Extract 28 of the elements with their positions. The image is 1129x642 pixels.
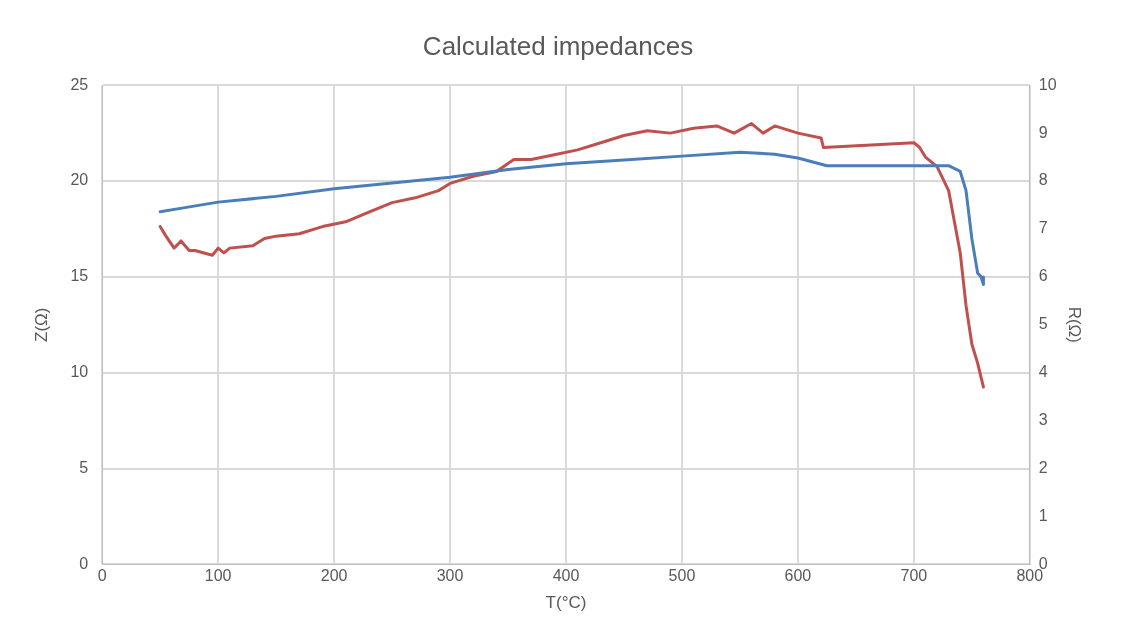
x-tick-label: 300	[436, 567, 464, 585]
y-tick-label: 10	[70, 363, 89, 381]
y-axis-title: Z(Ω)	[31, 307, 51, 343]
x-tick-label: 500	[668, 567, 696, 585]
x-tick-label: 700	[900, 567, 928, 585]
x-axis-title: T(°C)	[545, 593, 587, 613]
chart-title: Calculated impedances	[422, 30, 694, 61]
y2-axis-title: R(Ω)	[1065, 306, 1085, 343]
y2-tick-label: 6	[1038, 267, 1048, 285]
y2-tick-label: 2	[1038, 458, 1048, 476]
y2-tick-label: 9	[1038, 123, 1048, 141]
x-tick-label: 400	[552, 567, 580, 585]
x-tick-label: 200	[320, 567, 348, 585]
y2-tick-label: 4	[1038, 363, 1048, 381]
x-tick-label: 600	[784, 567, 812, 585]
y-tick-label: 5	[79, 458, 89, 476]
y2-tick-label: 1	[1038, 506, 1048, 524]
x-tick-label: 100	[204, 567, 232, 585]
y-tick-label: 20	[70, 171, 89, 189]
y2-tick-label: 5	[1038, 315, 1048, 333]
y2-tick-label: 8	[1038, 171, 1048, 189]
y2-tick-label: 10	[1038, 75, 1057, 93]
y2-tick-label: 3	[1038, 411, 1048, 429]
y-tick-label: 25	[70, 75, 89, 93]
y2-tick-label: 7	[1038, 219, 1048, 237]
x-tick-label: 0	[97, 567, 107, 585]
y-tick-label: 0	[79, 554, 89, 572]
y-tick-label: 15	[70, 267, 89, 285]
